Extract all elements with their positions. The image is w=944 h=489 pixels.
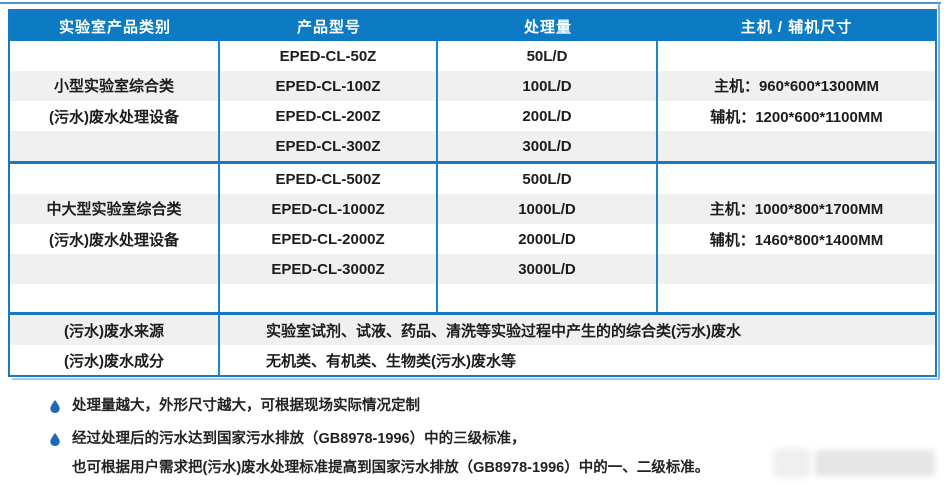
note-standards: 经过处理后的污水达到国家污水排放（GB8978-1996）中的三级标准， 也可根…: [50, 425, 709, 483]
category-line-1: 中大型实验室综合类: [46, 201, 182, 218]
empty-cell: [10, 284, 220, 312]
water-drop-icon: [50, 433, 60, 446]
capacity-cell: 300L/D: [438, 131, 658, 161]
watermark: [773, 442, 941, 484]
water-drop-icon: [50, 400, 60, 413]
group-small-lab: 小型实验室综合类 (污水)废水处理设备 EPED-CL-50Z EPED-CL-…: [10, 41, 935, 161]
capacity-cell: 3000L/D: [438, 254, 658, 284]
capacity-cell: 500L/D: [438, 164, 658, 194]
model-cell: EPED-CL-100Z: [220, 71, 438, 101]
info-value-composition: 无机类、有机类、生物类(污水)废水等: [266, 352, 516, 370]
wastewater-info-section: (污水)废水来源 实验室试剂、试液、药品、清洗等实验过程中产生的的综合类(污水)…: [10, 312, 935, 375]
capacity-cell: 200L/D: [438, 101, 658, 131]
model-cell: EPED-CL-200Z: [220, 101, 438, 131]
note-line: 也可根据用户需求把(污水)废水处理标准提高到国家污水排放（GB8978-1996…: [72, 460, 710, 476]
capacity-cell: 1000L/D: [438, 194, 658, 224]
accent-line-top: [0, 2, 941, 4]
accent-line-right: [938, 3, 940, 379]
info-value-source: 实验室试剂、试液、药品、清洗等实验过程中产生的的综合类(污水)废水: [266, 322, 741, 340]
host-dimension: 主机：1000*800*1700MM: [709, 201, 884, 218]
category-line-2: (污水)废水处理设备: [49, 109, 179, 126]
model-cell: EPED-CL-2000Z: [220, 224, 438, 254]
empty-cell: [220, 284, 438, 312]
model-cell: EPED-CL-3000Z: [220, 254, 438, 284]
capacity-cell: 2000L/D: [438, 224, 658, 254]
col-header-dimensions: 主机 / 辅机尺寸: [740, 18, 853, 36]
note-line: 处理量越大，外形尺寸越大，可根据现场实际情况定制: [72, 398, 420, 414]
info-label-composition: (污水)废水成分: [10, 345, 220, 375]
dimensions-cell: 主机：960*600*1300MM 辅机：1200*600*1100MM: [658, 41, 935, 161]
footnotes: 处理量越大，外形尺寸越大，可根据现场实际情况定制 经过处理后的污水达到国家污水排…: [50, 392, 709, 487]
category-line-1: 小型实验室综合类: [53, 78, 174, 95]
info-label-source: (污水)废水来源: [10, 315, 220, 345]
model-cell: EPED-CL-300Z: [220, 131, 438, 161]
aux-dimension: 辅机：1460*800*1400MM: [709, 232, 884, 249]
category-cell: 小型实验室综合类 (污水)废水处理设备: [10, 41, 220, 161]
note-customization: 处理量越大，外形尺寸越大，可根据现场实际情况定制: [50, 392, 709, 421]
capacity-cell: 50L/D: [438, 41, 658, 71]
col-header-category: 实验室产品类别: [58, 18, 171, 36]
col-header-model: 产品型号: [296, 18, 361, 36]
model-cell: EPED-CL-1000Z: [220, 194, 438, 224]
capacity-cell: 100L/D: [438, 71, 658, 101]
group-large-lab: 中大型实验室综合类 (污水)废水处理设备 EPED-CL-500Z EPED-C…: [10, 161, 935, 312]
empty-cell: [438, 284, 658, 312]
model-cell: EPED-CL-500Z: [220, 164, 438, 194]
product-spec-table: 实验室产品类别 产品型号 处理量 主机 / 辅机尺寸 小型实验室综合类 (污水)…: [8, 9, 937, 377]
col-header-capacity: 处理量: [523, 18, 572, 36]
category-line-2: (污水)废水处理设备: [49, 232, 179, 249]
dimensions-cell: 主机：1000*800*1700MM 辅机：1460*800*1400MM: [658, 164, 935, 284]
model-cell: EPED-CL-50Z: [220, 41, 438, 71]
accent-line-bottom: [12, 378, 940, 380]
host-dimension: 主机：960*600*1300MM: [713, 78, 880, 95]
category-cell: 中大型实验室综合类 (污水)废水处理设备: [10, 164, 220, 284]
aux-dimension: 辅机：1200*600*1100MM: [710, 109, 883, 126]
note-line: 经过处理后的污水达到国家污水排放（GB8978-1996）中的三级标准，: [72, 431, 526, 447]
table-header-row: 实验室产品类别 产品型号 处理量 主机 / 辅机尺寸: [10, 11, 935, 41]
